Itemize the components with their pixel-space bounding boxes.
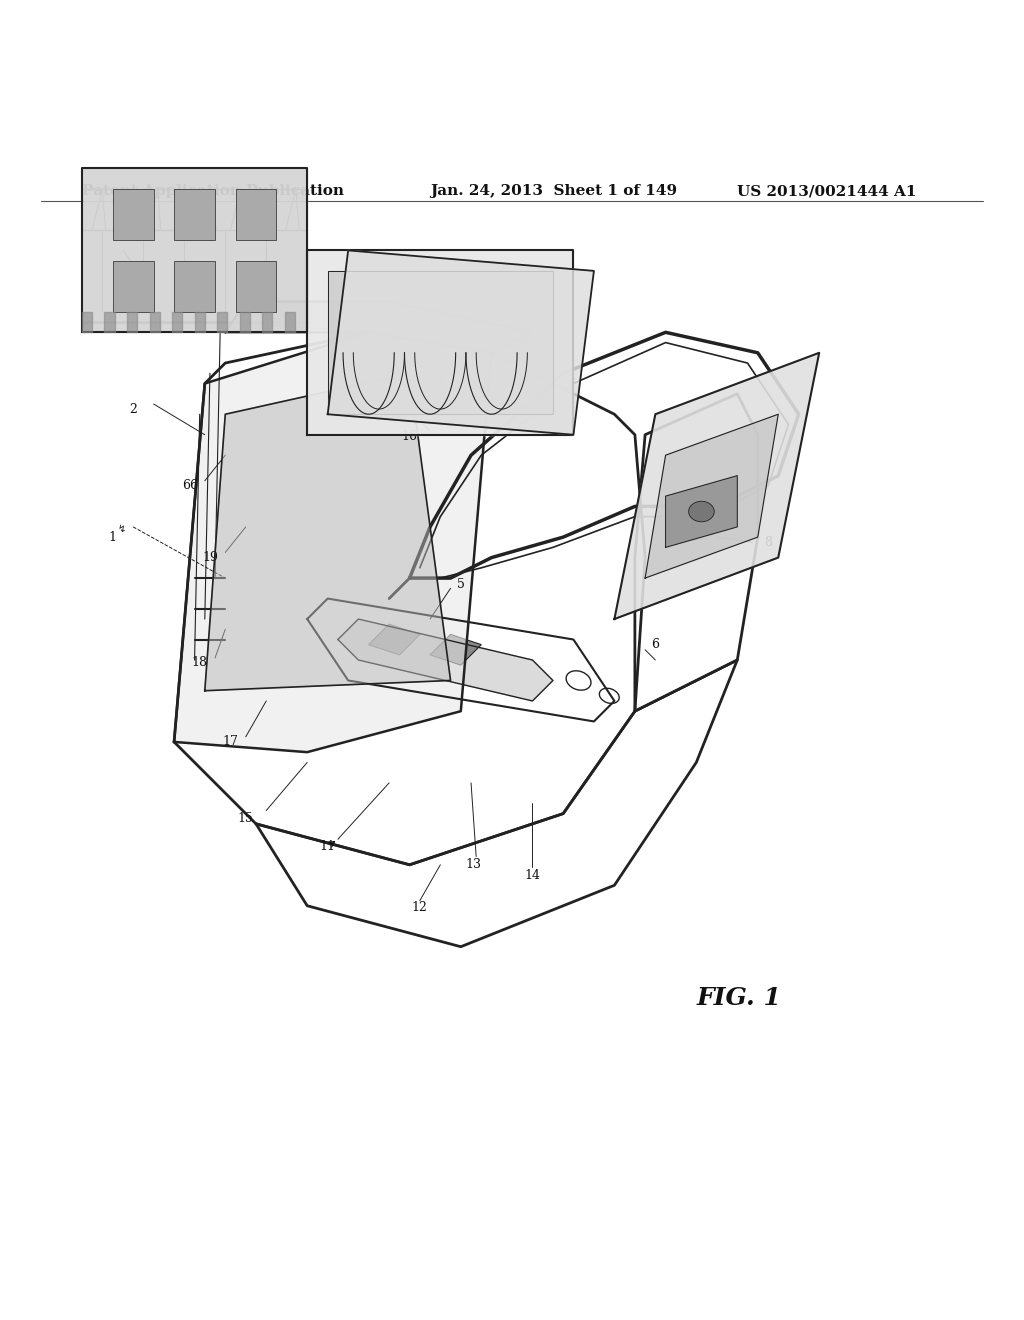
Polygon shape bbox=[205, 374, 451, 690]
Polygon shape bbox=[338, 619, 553, 701]
Polygon shape bbox=[113, 260, 154, 312]
Polygon shape bbox=[369, 624, 420, 655]
Text: FIG. 1: FIG. 1 bbox=[696, 986, 781, 1010]
Text: 19: 19 bbox=[202, 552, 218, 564]
Text: 5: 5 bbox=[457, 578, 465, 591]
Polygon shape bbox=[430, 635, 481, 665]
Text: 3: 3 bbox=[129, 286, 137, 300]
Polygon shape bbox=[113, 189, 154, 240]
Polygon shape bbox=[174, 333, 492, 752]
Text: US 2013/0021444 A1: US 2013/0021444 A1 bbox=[737, 183, 916, 198]
Polygon shape bbox=[82, 169, 307, 333]
Text: 14: 14 bbox=[524, 869, 541, 882]
Ellipse shape bbox=[689, 502, 715, 521]
Text: 10: 10 bbox=[427, 374, 443, 387]
Text: 12: 12 bbox=[412, 902, 428, 915]
Text: 18: 18 bbox=[191, 656, 208, 668]
Text: 6: 6 bbox=[651, 638, 659, 651]
Text: ↯: ↯ bbox=[118, 524, 126, 535]
Polygon shape bbox=[645, 414, 778, 578]
Text: 2: 2 bbox=[129, 403, 137, 416]
Text: 13: 13 bbox=[465, 858, 481, 871]
Polygon shape bbox=[236, 189, 276, 240]
Text: 9: 9 bbox=[446, 290, 455, 304]
Polygon shape bbox=[236, 260, 276, 312]
Text: 17: 17 bbox=[222, 735, 239, 748]
Text: 8: 8 bbox=[764, 536, 772, 549]
Polygon shape bbox=[174, 189, 215, 240]
Polygon shape bbox=[666, 475, 737, 548]
Polygon shape bbox=[328, 251, 594, 434]
Text: 1: 1 bbox=[109, 531, 117, 544]
Text: 16: 16 bbox=[401, 430, 418, 444]
Polygon shape bbox=[614, 352, 819, 619]
Polygon shape bbox=[225, 301, 532, 352]
Text: Patent Application Publication: Patent Application Publication bbox=[82, 183, 344, 198]
Polygon shape bbox=[328, 271, 553, 414]
Polygon shape bbox=[174, 260, 215, 312]
Text: Jan. 24, 2013  Sheet 1 of 149: Jan. 24, 2013 Sheet 1 of 149 bbox=[430, 183, 677, 198]
Text: 66: 66 bbox=[182, 479, 199, 492]
Text: 11: 11 bbox=[319, 840, 336, 853]
Polygon shape bbox=[307, 251, 573, 434]
Text: 15: 15 bbox=[238, 812, 254, 825]
